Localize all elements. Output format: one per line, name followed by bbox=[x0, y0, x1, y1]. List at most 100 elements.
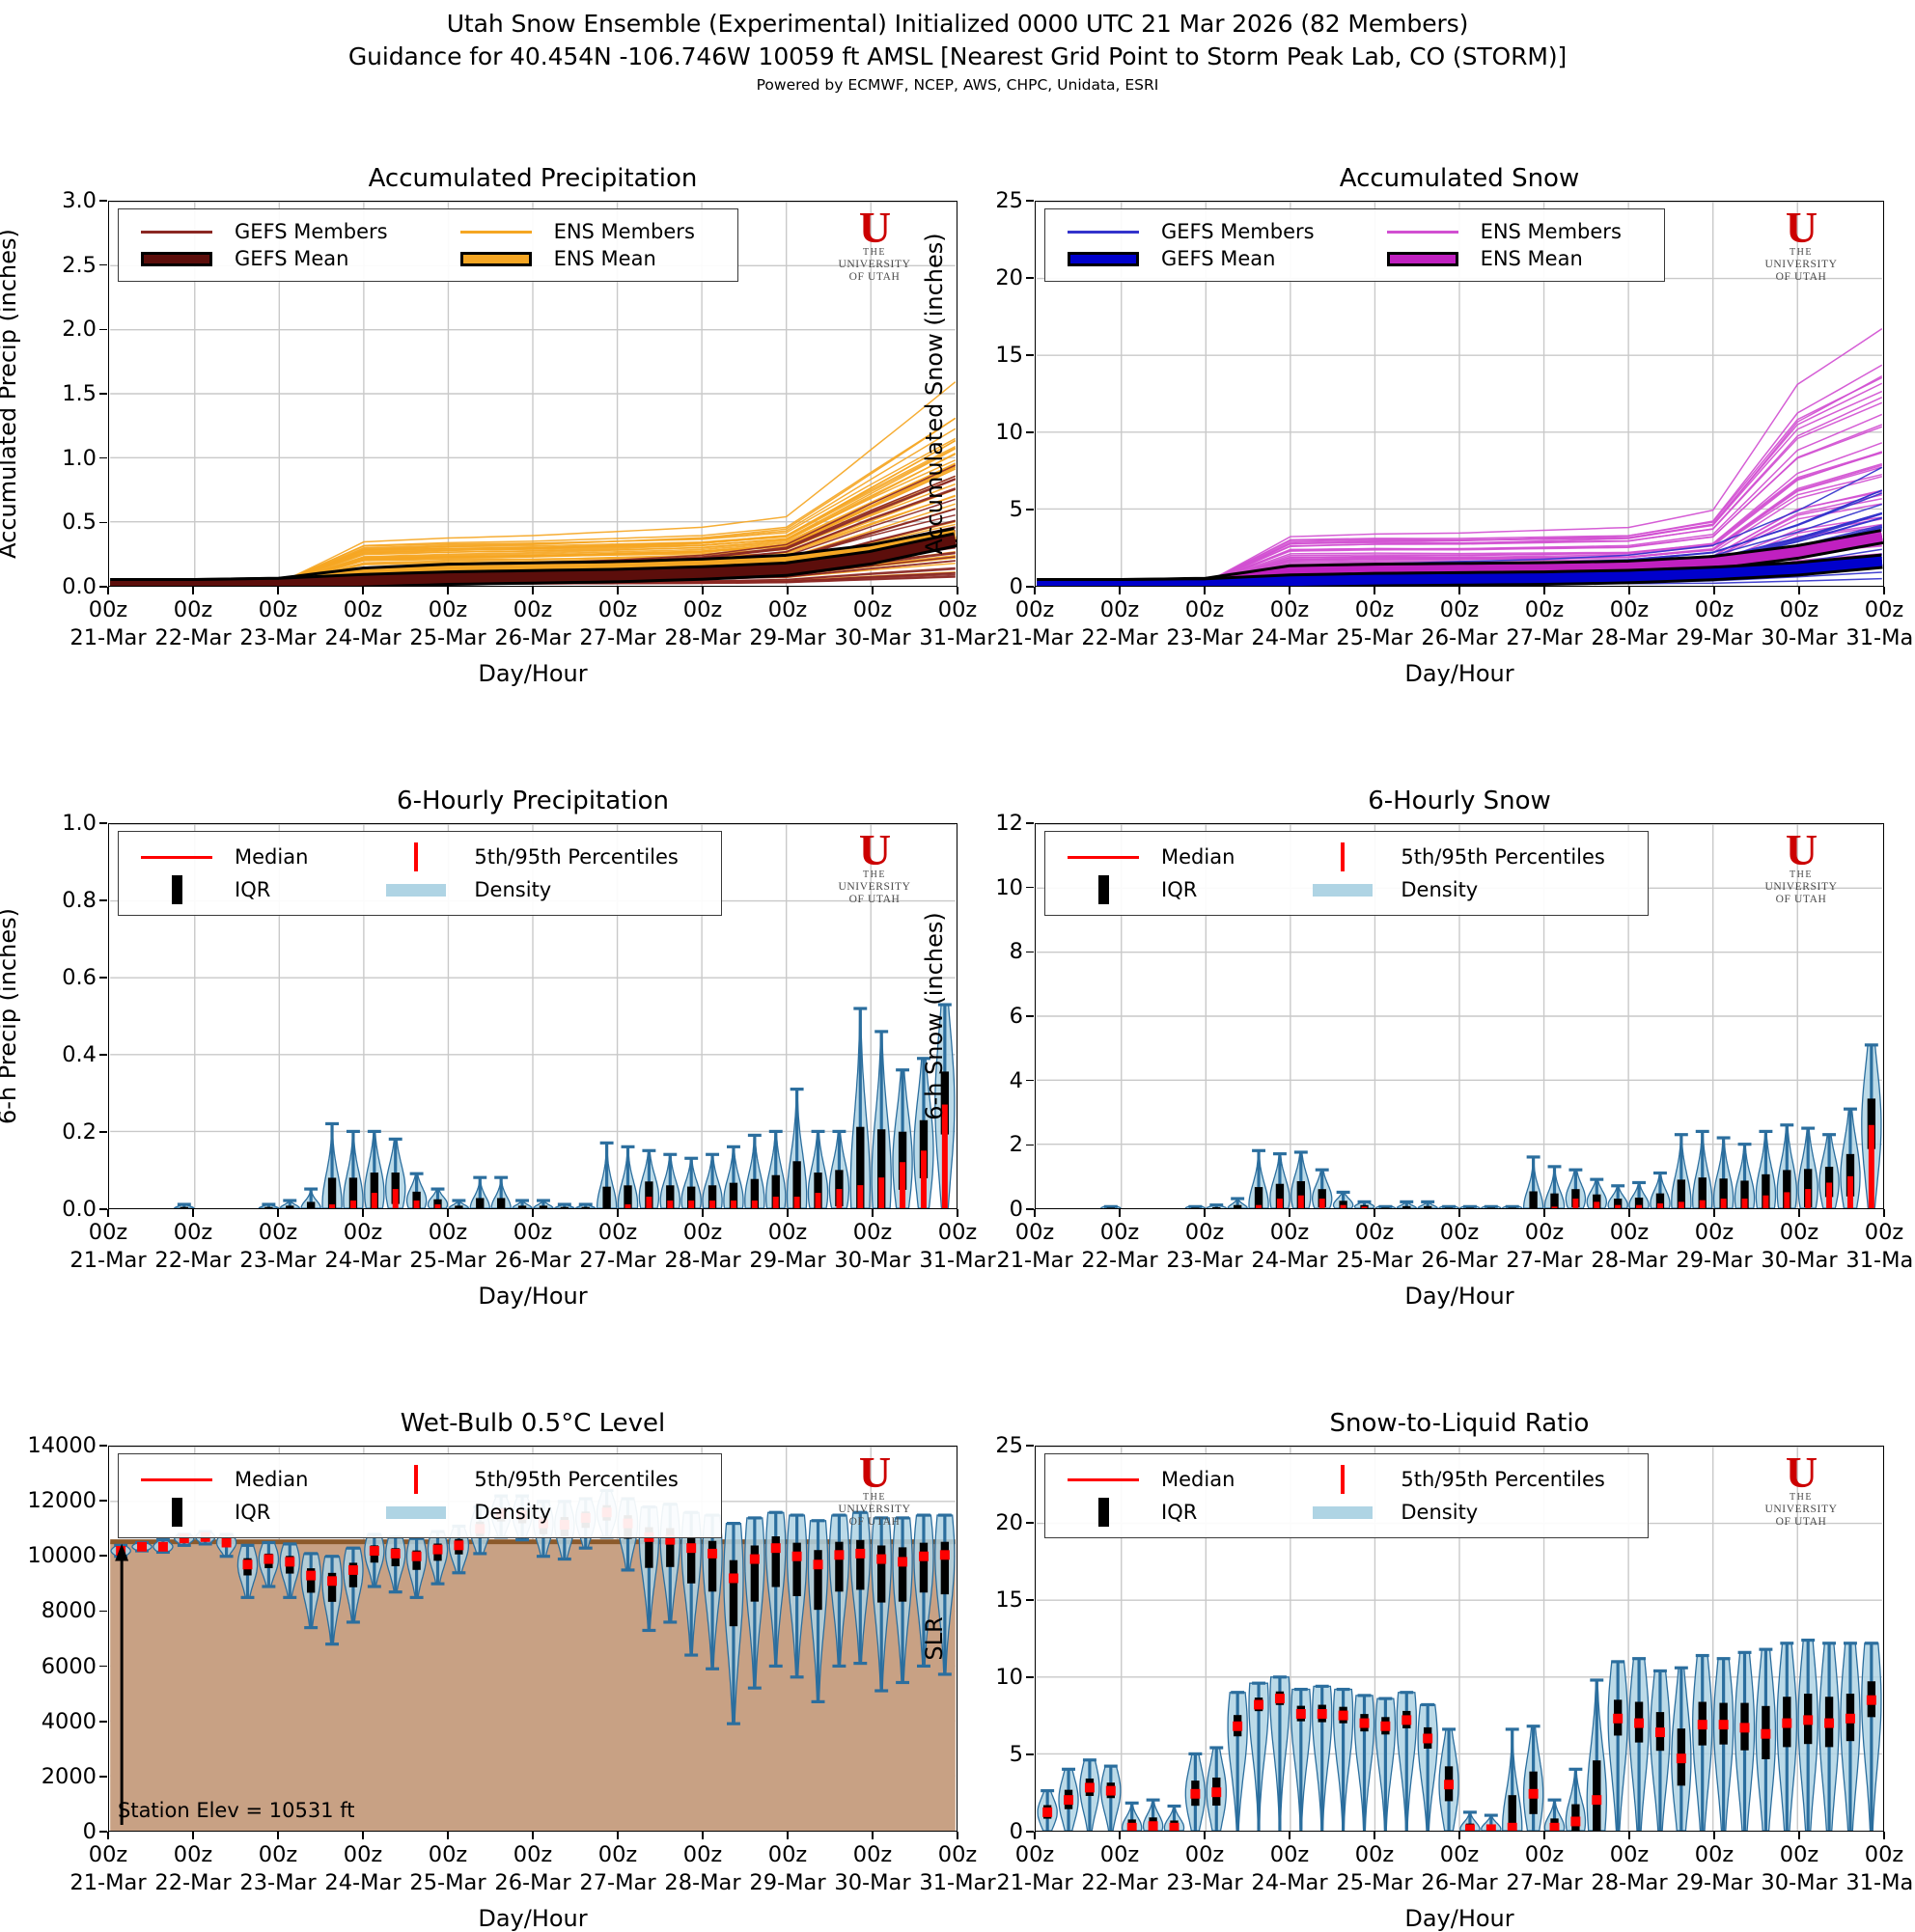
xtick-slr-2: 00z 23-Mar bbox=[1166, 1841, 1242, 1897]
median-marker bbox=[1254, 1699, 1264, 1710]
violin-wetbulb-15 bbox=[427, 1530, 449, 1586]
violin-sixhr-precip-27 bbox=[680, 1156, 702, 1208]
xtick-hour-slr-10: 00z bbox=[1864, 1842, 1904, 1867]
xtick-hour-accum-precip-7: 00z bbox=[682, 597, 723, 622]
median-bar bbox=[1846, 1175, 1853, 1208]
median-marker bbox=[1654, 1727, 1665, 1738]
violin-sixhr-precip-8 bbox=[279, 1199, 300, 1208]
median-marker bbox=[728, 1573, 738, 1584]
xtick-accum-snow-5: 00z 26-Mar bbox=[1421, 596, 1497, 652]
legend-iqr-swatch bbox=[171, 1498, 182, 1527]
xtick-accum-precip-7: 00z 28-Mar bbox=[664, 596, 740, 652]
violin-sixhr-snow-11 bbox=[1269, 1152, 1291, 1208]
median-marker bbox=[1126, 1822, 1137, 1831]
xtickmark-accum-precip-7 bbox=[702, 587, 704, 594]
xtickmark-slr-7 bbox=[1628, 1832, 1630, 1839]
violin-sixhr-precip-11 bbox=[343, 1129, 364, 1208]
iqr-box bbox=[539, 1205, 548, 1208]
xtick-slr-9: 00z 30-Mar bbox=[1761, 1841, 1837, 1897]
xtick-hour-slr-1: 00z bbox=[1099, 1842, 1140, 1867]
xtick-hour-wetbulb-1: 00z bbox=[173, 1842, 213, 1867]
violin-slr-33 bbox=[1734, 1650, 1756, 1831]
utah-u-icon: U bbox=[858, 825, 891, 874]
iqr-box bbox=[1593, 1194, 1601, 1208]
xtickmark-sixhr-precip-4 bbox=[447, 1209, 449, 1217]
xtick-hour-sixhr-snow-8: 00z bbox=[1694, 1220, 1735, 1245]
xtickmark-wetbulb-0 bbox=[107, 1832, 109, 1839]
xtick-hour-accum-precip-6: 00z bbox=[597, 597, 638, 622]
logo-line-of-utah: OF UTAH bbox=[1775, 271, 1827, 283]
violin-slr-9 bbox=[1227, 1691, 1248, 1831]
iqr-box bbox=[1846, 1153, 1855, 1197]
violin-slr-34 bbox=[1755, 1647, 1777, 1831]
xtick-date-slr-3: 24-Mar bbox=[1251, 1870, 1328, 1895]
xtick-hour-wetbulb-8: 00z bbox=[767, 1842, 808, 1867]
ytick-sixhr-snow-2: 4 bbox=[1009, 1067, 1023, 1093]
legend-slr: Median 5th/95th Percentiles IQR Density bbox=[1044, 1453, 1649, 1538]
xtick-hour-sixhr-precip-5: 00z bbox=[513, 1220, 553, 1245]
xtickmark-accum-snow-4 bbox=[1374, 587, 1375, 594]
ytick-sixhr-snow-0: 0 bbox=[1009, 1197, 1023, 1222]
violin-slr-6 bbox=[1163, 1804, 1185, 1831]
legend-label-iqr: IQR bbox=[235, 878, 271, 901]
median-bar bbox=[1805, 1189, 1812, 1208]
logo-line-of-utah: OF UTAH bbox=[1775, 1516, 1827, 1528]
xtickmark-accum-precip-5 bbox=[532, 587, 534, 594]
xtick-wetbulb-3: 00z 24-Mar bbox=[324, 1841, 401, 1897]
median-marker bbox=[157, 1541, 168, 1552]
xtick-date-wetbulb-2: 23-Mar bbox=[239, 1870, 317, 1895]
median-marker bbox=[1233, 1721, 1243, 1731]
xtick-sixhr-precip-4: 00z 25-Mar bbox=[409, 1219, 486, 1275]
xtick-slr-1: 00z 22-Mar bbox=[1081, 1841, 1157, 1897]
gefs-mean-line bbox=[1037, 556, 1883, 586]
legend-label-gefs-mean: GEFS Mean bbox=[1161, 247, 1276, 270]
xtick-hour-sixhr-snow-9: 00z bbox=[1779, 1220, 1819, 1245]
iqr-box bbox=[581, 1206, 590, 1208]
xtick-hour-sixhr-precip-6: 00z bbox=[597, 1220, 638, 1245]
xtickmark-wetbulb-5 bbox=[532, 1832, 534, 1839]
ytick-sixhr-snow-6: 12 bbox=[995, 811, 1023, 836]
ytickmark-sixhr-snow-2 bbox=[1026, 1079, 1034, 1082]
violin-slr-10 bbox=[1248, 1681, 1269, 1831]
xtick-date-sixhr-snow-6: 27-Mar bbox=[1506, 1248, 1583, 1273]
xtickmark-accum-precip-4 bbox=[447, 587, 449, 594]
violin-sixhr-precip-25 bbox=[638, 1148, 660, 1208]
violin-sixhr-snow-36 bbox=[1797, 1126, 1818, 1208]
iqr-box bbox=[391, 1173, 400, 1204]
violin-sixhr-precip-24 bbox=[617, 1145, 639, 1208]
ytickmark-sixhr-snow-5 bbox=[1026, 886, 1034, 889]
median-bar bbox=[646, 1197, 652, 1208]
ytickmark-sixhr-precip-2 bbox=[99, 1054, 107, 1056]
legend-label-density: Density bbox=[474, 878, 552, 901]
median-bar bbox=[793, 1197, 800, 1208]
xtickmark-sixhr-snow-5 bbox=[1458, 1209, 1460, 1217]
xtick-hour-accum-snow-3: 00z bbox=[1269, 597, 1310, 622]
violin-wetbulb-14 bbox=[405, 1536, 428, 1599]
xtick-accum-snow-2: 00z 23-Mar bbox=[1166, 596, 1242, 652]
iqr-box bbox=[1381, 1207, 1390, 1208]
iqr-box bbox=[877, 1545, 886, 1603]
xlabel-wetbulb: Day/Hour bbox=[478, 1905, 588, 1932]
median-marker bbox=[1402, 1715, 1412, 1725]
median-marker bbox=[1464, 1824, 1475, 1831]
xtick-accum-snow-4: 00z 25-Mar bbox=[1336, 596, 1412, 652]
xtick-date-accum-snow-8: 29-Mar bbox=[1676, 625, 1753, 650]
iqr-box bbox=[1486, 1207, 1496, 1208]
xtick-date-sixhr-precip-8: 29-Mar bbox=[749, 1248, 826, 1273]
legend-iqr-swatch bbox=[1097, 875, 1109, 904]
ytickmark-sixhr-precip-0 bbox=[99, 1208, 107, 1210]
median-marker bbox=[665, 1534, 676, 1545]
xtick-hour-wetbulb-5: 00z bbox=[513, 1842, 553, 1867]
xtick-accum-precip-6: 00z 27-Mar bbox=[579, 596, 655, 652]
ytickmark-accum-precip-5 bbox=[99, 263, 107, 266]
ytick-slr-2: 10 bbox=[995, 1665, 1023, 1690]
violin-sixhr-precip-29 bbox=[723, 1145, 744, 1208]
gefs-mean-line bbox=[110, 535, 957, 586]
xtickmark-sixhr-snow-0 bbox=[1034, 1209, 1036, 1217]
xtick-sixhr-precip-2: 00z 23-Mar bbox=[239, 1219, 316, 1275]
xtick-sixhr-snow-10: 00z 31-Mar bbox=[1846, 1219, 1915, 1275]
violin-sixhr-precip-17 bbox=[469, 1175, 490, 1208]
xtick-hour-wetbulb-10: 00z bbox=[937, 1842, 978, 1867]
xtick-sixhr-precip-10: 00z 31-Mar bbox=[919, 1219, 995, 1275]
iqr-box bbox=[1508, 1207, 1516, 1208]
